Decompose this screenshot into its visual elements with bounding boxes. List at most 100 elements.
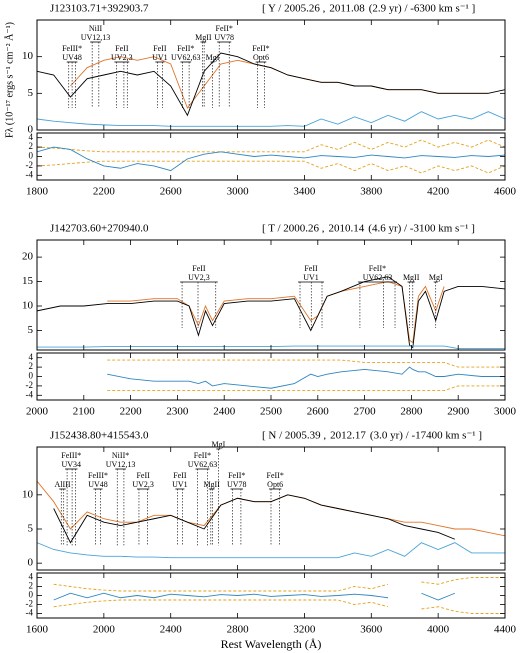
residual-y-tick-label: 2 bbox=[29, 581, 34, 591]
x-tick-label: 2600 bbox=[307, 406, 330, 418]
x-tick-label: 3600 bbox=[360, 624, 383, 636]
y-tick-label: 20 bbox=[22, 251, 34, 263]
panel-title: J142703.60+270940.0 bbox=[50, 223, 149, 235]
x-tick-label: 2500 bbox=[260, 406, 283, 418]
y-tick-label: 10 bbox=[22, 300, 34, 312]
x-tick-label: 4400 bbox=[494, 624, 517, 636]
residual-line bbox=[53, 577, 505, 592]
x-tick-label: 2800 bbox=[400, 406, 423, 418]
residual-y-tick-label: 2 bbox=[29, 141, 34, 151]
spectrum-line bbox=[53, 494, 456, 544]
y-tick-label: 10 bbox=[22, 488, 34, 500]
x-axis-label: Rest Wavelength (Å) bbox=[221, 637, 322, 651]
line-id-label: FeII bbox=[173, 471, 187, 480]
x-tick-label: 2600 bbox=[160, 186, 183, 198]
y-tick-label: 0 bbox=[28, 124, 34, 136]
plot-frame bbox=[36, 19, 506, 131]
line-id-label: UV34 bbox=[61, 460, 81, 469]
x-tick-label: 2400 bbox=[160, 624, 183, 636]
line-id-label: UV48 bbox=[88, 480, 108, 489]
line-id-label: UV62,63 bbox=[363, 273, 393, 282]
x-tick-label: 2200 bbox=[93, 186, 116, 198]
line-id-label: UV62,63 bbox=[188, 460, 218, 469]
y-tick-label: 10 bbox=[22, 50, 34, 62]
panel-subtitle-epoch2: 2012.17 bbox=[330, 430, 366, 442]
residual-line bbox=[53, 599, 505, 614]
line-id-label: NiII bbox=[89, 24, 103, 33]
x-tick-label: 3200 bbox=[293, 624, 316, 636]
residual-y-tick-label: 4 bbox=[29, 572, 34, 582]
y-tick-label: 5 bbox=[28, 324, 34, 336]
line-id-label: MgII bbox=[195, 33, 212, 42]
residual-line bbox=[53, 592, 456, 601]
line-id-label: FeII* bbox=[177, 44, 194, 53]
line-id-label: UV48 bbox=[62, 53, 82, 62]
spectrum-line bbox=[37, 276, 505, 349]
x-tick-label: 2400 bbox=[213, 406, 236, 418]
line-id-label: UV12,13 bbox=[81, 33, 111, 42]
line-id-label: UV2,3 bbox=[188, 273, 210, 282]
line-id-label: Opt6 bbox=[253, 53, 269, 62]
y-tick-label: 5 bbox=[28, 87, 34, 99]
residual-y-tick-label: -4 bbox=[26, 169, 34, 179]
residual-y-tick-label: 2 bbox=[29, 361, 34, 371]
y-tick-label: 0 bbox=[28, 557, 34, 569]
panel-subtitle-prefix: [ Y / 2005.26 , bbox=[262, 3, 326, 15]
line-id-label: AlIII bbox=[54, 480, 70, 489]
line-id-label: MgI bbox=[211, 440, 225, 449]
x-tick-label: 1800 bbox=[26, 186, 49, 198]
line-id-label: FeII bbox=[304, 264, 318, 273]
line-id-label: FeIII* bbox=[88, 471, 108, 480]
line-id-label: MgII bbox=[203, 480, 220, 489]
residual-y-tick-label: -2 bbox=[26, 380, 34, 390]
line-id-label: MgI bbox=[206, 53, 220, 62]
line-id-label: FeII* bbox=[267, 471, 284, 480]
x-tick-label: 2100 bbox=[73, 406, 96, 418]
x-tick-label: 4200 bbox=[427, 186, 450, 198]
x-tick-label: 3000 bbox=[494, 406, 517, 418]
spectrum-line bbox=[37, 542, 505, 559]
x-tick-label: 2000 bbox=[26, 406, 49, 418]
line-id-label: UV1 bbox=[152, 53, 168, 62]
panel-title: J152438.80+415543.0 bbox=[50, 430, 149, 442]
y-axis-label: Fλ (10⁻¹⁷ ergs s⁻¹ cm⁻² Å⁻¹) bbox=[3, 22, 15, 138]
x-tick-label: 4000 bbox=[427, 624, 450, 636]
line-id-label: FeIII* bbox=[62, 44, 82, 53]
line-id-label: UV1 bbox=[172, 480, 188, 489]
line-id-label: FeII bbox=[192, 264, 206, 273]
line-id-label: UV2,3 bbox=[111, 53, 133, 62]
residual-y-tick-label: -4 bbox=[26, 389, 34, 399]
panel-subtitle-prefix: [ T / 2000.26 , bbox=[262, 223, 325, 235]
y-tick-label: 15 bbox=[22, 275, 34, 287]
residual-y-tick-label: 4 bbox=[29, 132, 34, 142]
residual-y-tick-label: -2 bbox=[26, 160, 34, 170]
line-id-label: FeII* bbox=[369, 264, 386, 273]
line-id-label: FeII* bbox=[228, 471, 245, 480]
line-id-label: FeII bbox=[115, 44, 129, 53]
residual-line bbox=[107, 385, 505, 392]
line-id-label: UV78 bbox=[227, 480, 247, 489]
line-id-label: MgII bbox=[403, 273, 420, 282]
spectrum-line bbox=[37, 111, 505, 127]
y-tick-label: 5 bbox=[28, 523, 34, 535]
x-tick-label: 3000 bbox=[227, 186, 250, 198]
line-id-label: NiII* bbox=[112, 451, 129, 460]
spectrum-line bbox=[37, 52, 505, 117]
panel-subtitle-prefix: [ N / 2005.39 , bbox=[262, 430, 326, 442]
residual-y-tick-label: -4 bbox=[26, 608, 34, 618]
residual-y-tick-label: -2 bbox=[26, 599, 34, 609]
residual-y-tick-label: 0 bbox=[29, 371, 34, 381]
line-id-label: UV62,63 bbox=[171, 53, 201, 62]
residual-y-tick-label: 0 bbox=[29, 151, 34, 161]
x-tick-label: 2900 bbox=[447, 406, 470, 418]
x-tick-label: 3800 bbox=[360, 186, 383, 198]
line-id-label: FeII bbox=[136, 471, 150, 480]
line-id-label: FeII* bbox=[252, 44, 269, 53]
panel-subtitle-suffix: (2.9 yr) / -6300 km s⁻¹ ] bbox=[369, 3, 476, 15]
line-id-label: UV78 bbox=[214, 33, 234, 42]
line-id-label: Opt6 bbox=[267, 480, 283, 489]
residual-line bbox=[107, 366, 505, 389]
residual-y-tick-label: 4 bbox=[29, 352, 34, 362]
